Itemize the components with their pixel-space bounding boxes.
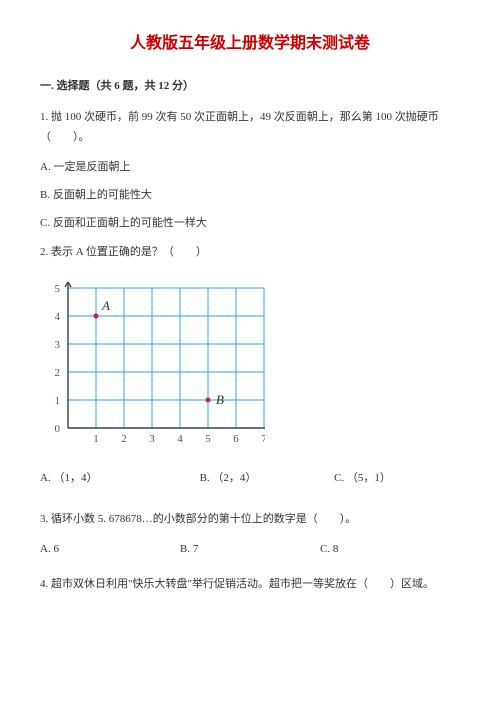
svg-text:4: 4 <box>55 311 61 323</box>
q2-text: 2. 表示 A 位置正确的是？（ ） <box>40 242 460 263</box>
q3-options: A. 6 B. 7 C. 8 <box>40 540 460 560</box>
svg-text:2: 2 <box>55 367 61 379</box>
svg-text:1: 1 <box>93 433 99 445</box>
svg-text:A: A <box>101 298 110 313</box>
q3-opt-b: B. 7 <box>180 540 320 560</box>
svg-text:0: 0 <box>55 423 61 435</box>
svg-text:2: 2 <box>121 433 127 445</box>
svg-text:5: 5 <box>55 283 61 295</box>
section-header: 一. 选择题（共 6 题，共 12 分） <box>40 77 460 97</box>
q1-text: 1. 抛 100 次硬币，前 99 次有 50 次正面朝上，49 次反面朝上，那… <box>40 107 460 149</box>
svg-text:3: 3 <box>149 433 155 445</box>
q1-opt-a: A. 一定是反面朝上 <box>40 158 460 178</box>
q3-opt-a: A. 6 <box>40 540 180 560</box>
q2-opt-a: A. （1，4） <box>40 469 200 489</box>
grid-chart-svg: 1 2 3 4 5 6 7 0 1 2 3 4 5 A B <box>40 273 265 448</box>
q1-opt-b: B. 反面朝上的可能性大 <box>40 186 460 206</box>
svg-text:6: 6 <box>233 433 239 445</box>
svg-text:3: 3 <box>55 339 61 351</box>
svg-text:B: B <box>216 392 224 407</box>
q3-text: 3. 循环小数 5. 678678…的小数部分的第十位上的数字是（ ）。 <box>40 509 460 530</box>
q2-options: A. （1，4） B. （2，4） C. （5，1） <box>40 469 460 489</box>
q2-opt-b: B. （2，4） <box>200 469 334 489</box>
q1-opt-c: C. 反面和正面朝上的可能性一样大 <box>40 214 460 234</box>
q1-options: A. 一定是反面朝上 B. 反面朝上的可能性大 C. 反面和正面朝上的可能性一样… <box>40 158 460 233</box>
q2-opt-c: C. （5，1） <box>334 469 460 489</box>
q4-text: 4. 超市双休日利用"快乐大转盘"举行促销活动。超市把一等奖放在（ ）区域。 <box>40 574 460 595</box>
svg-text:1: 1 <box>55 395 61 407</box>
svg-text:5: 5 <box>205 433 211 445</box>
q3-opt-c: C. 8 <box>320 540 460 560</box>
svg-text:7: 7 <box>261 433 265 445</box>
page-title: 人教版五年级上册数学期末测试卷 <box>40 30 460 59</box>
q2-chart: 1 2 3 4 5 6 7 0 1 2 3 4 5 A B <box>40 273 460 456</box>
svg-text:4: 4 <box>177 433 183 445</box>
